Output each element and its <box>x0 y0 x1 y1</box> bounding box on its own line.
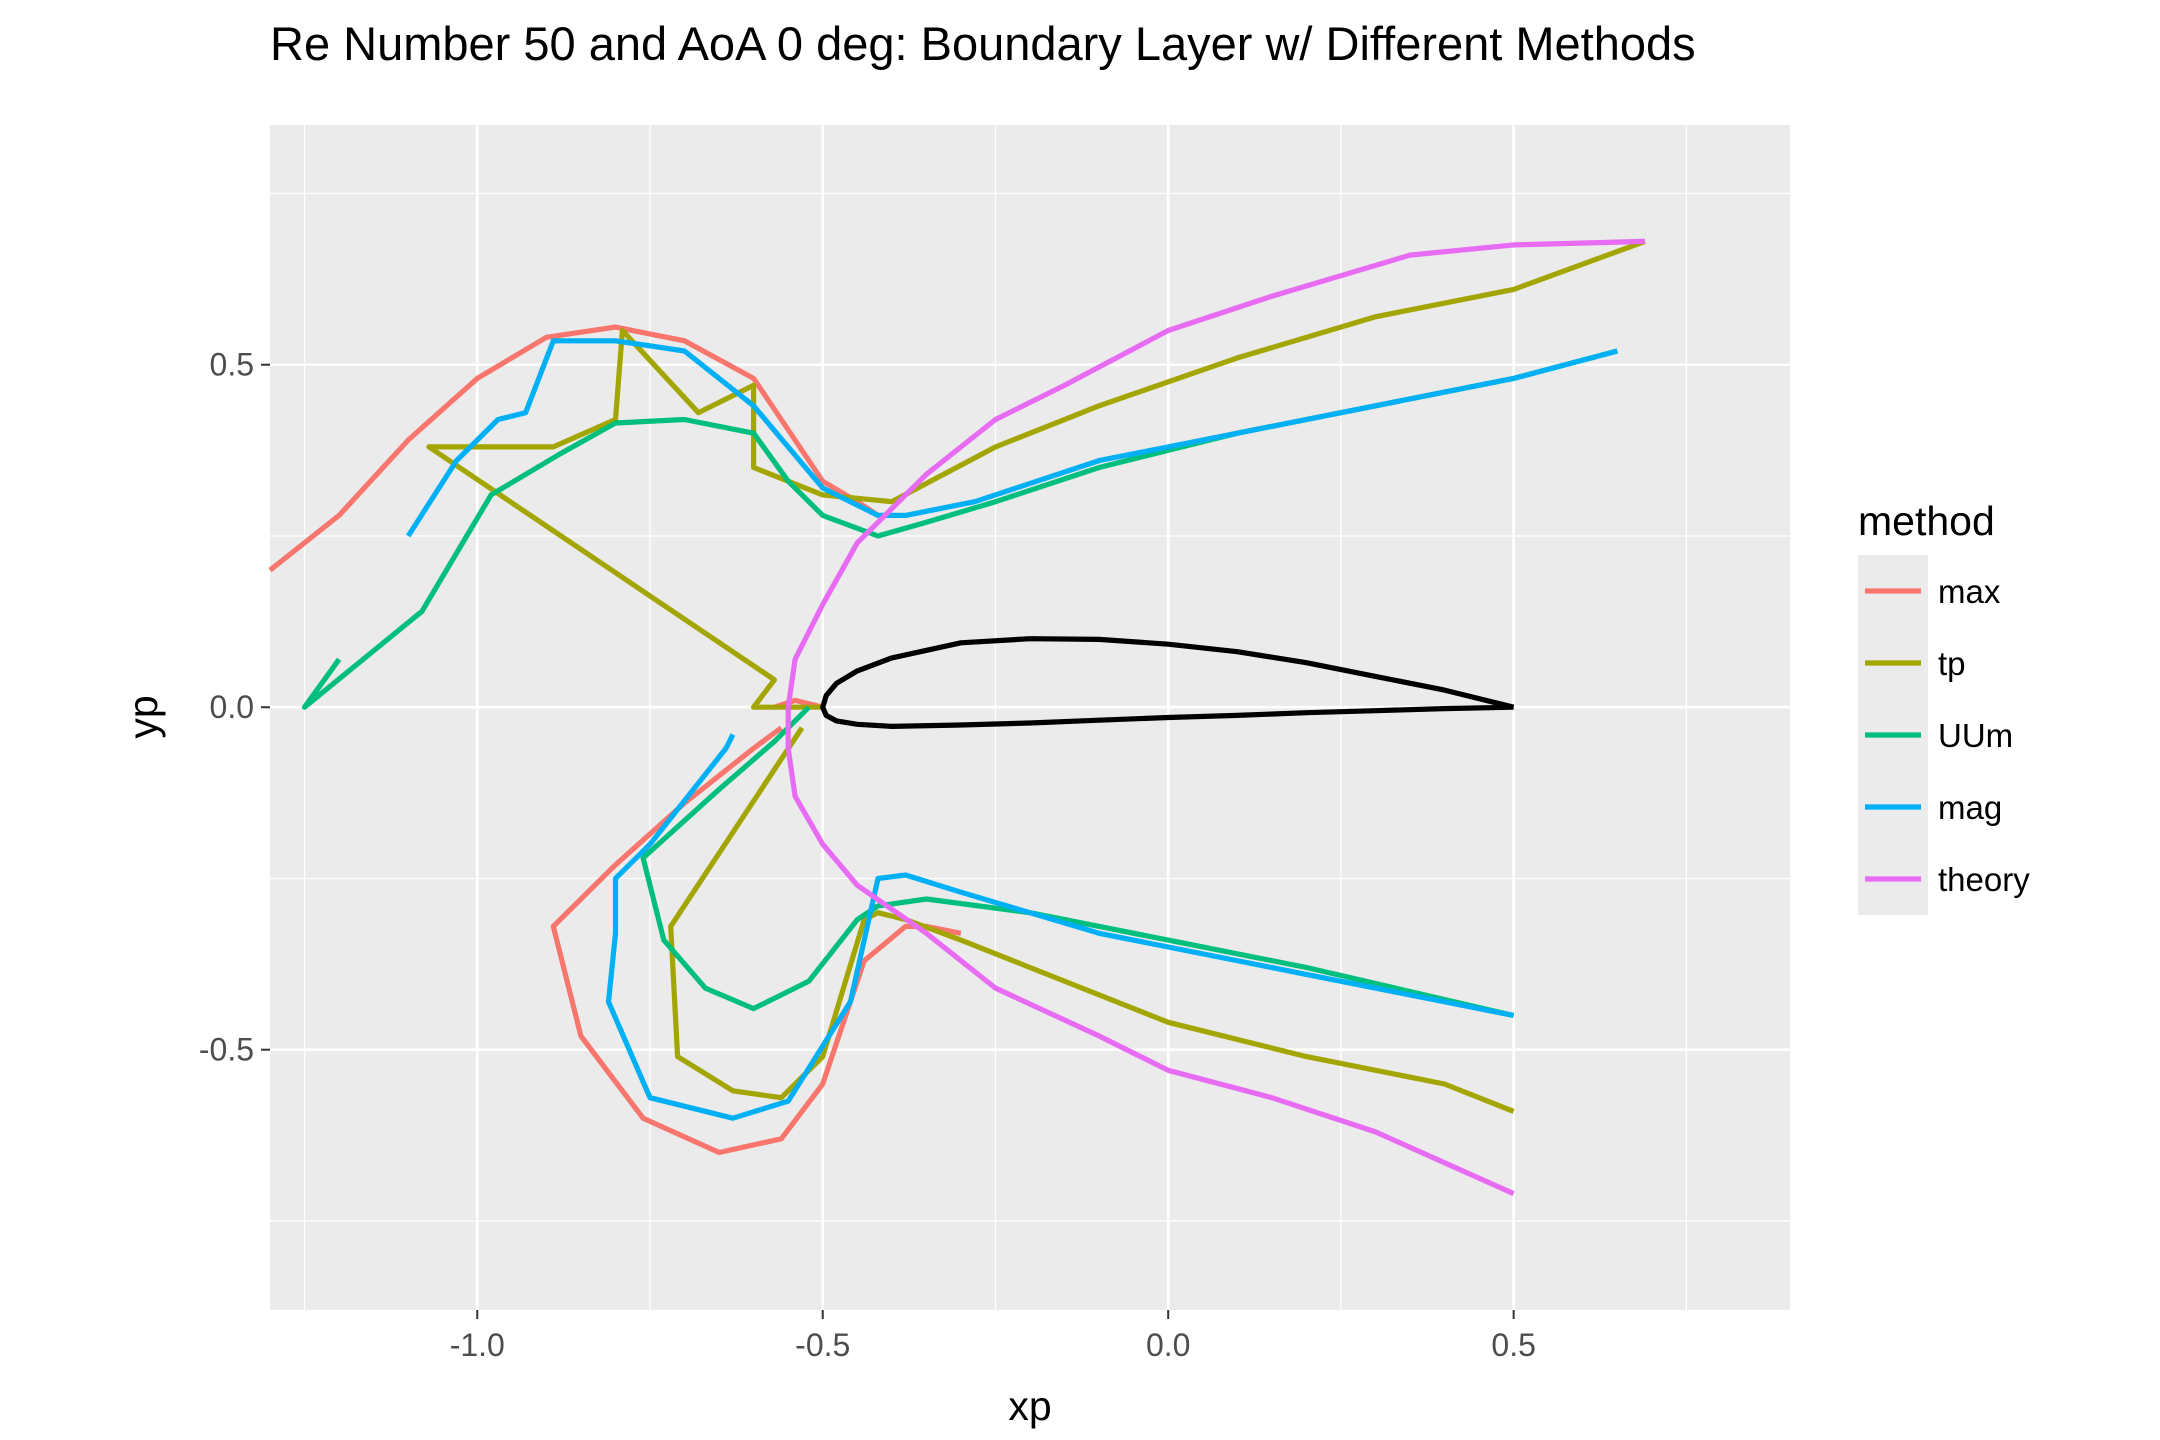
y-tick-label: 0.5 <box>210 347 254 383</box>
data-lines <box>268 238 1646 1196</box>
x-tick-label: -1.0 <box>450 1327 505 1363</box>
x-tick-label: 0.5 <box>1491 1327 1535 1363</box>
legend-label-max: max <box>1938 573 2001 610</box>
series-line-mag <box>406 338 1618 1121</box>
x-tick-label: 0.0 <box>1146 1327 1190 1363</box>
x-axis: -1.0 -0.5 0.0 0.5 <box>450 1310 1536 1363</box>
legend: method max tp UUm mag theory <box>1858 498 2030 915</box>
grid-minor <box>270 125 1790 1310</box>
legend-label-mag: mag <box>1938 789 2002 826</box>
y-axis-title: yp <box>120 695 166 738</box>
x-tick-label: -0.5 <box>795 1327 850 1363</box>
legend-label-theory: theory <box>1938 861 2030 898</box>
y-tick-label: 0.0 <box>210 689 254 725</box>
grid-major <box>270 125 1790 1310</box>
legend-label-tp: tp <box>1938 645 1966 682</box>
plot-panel <box>270 125 1790 1310</box>
legend-label-UUm: UUm <box>1938 717 2013 754</box>
legend-items: max tp UUm mag theory <box>1858 555 2030 915</box>
y-axis: -0.5 0.0 0.5 <box>199 347 270 1068</box>
x-axis-title: xp <box>1008 1383 1051 1429</box>
series-line-tp <box>426 238 1646 1114</box>
series-line-theory <box>785 238 1645 1196</box>
y-tick-label: -0.5 <box>199 1032 254 1068</box>
chart-title: Re Number 50 and AoA 0 deg: Boundary Lay… <box>270 17 1696 70</box>
airfoil-outline <box>820 636 1515 729</box>
legend-title: method <box>1858 498 1995 544</box>
